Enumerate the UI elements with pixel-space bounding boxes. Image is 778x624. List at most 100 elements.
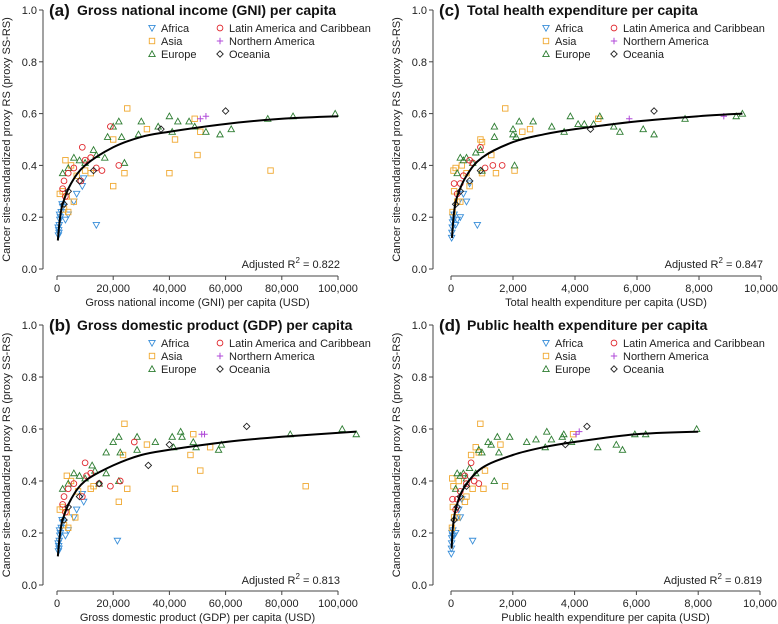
data-point xyxy=(458,162,466,169)
series-asia xyxy=(56,420,309,531)
fit-curve xyxy=(56,430,357,557)
data-point xyxy=(574,119,583,127)
x-axis-label: Gross national income (GNI) per capita (… xyxy=(85,297,309,309)
data-point xyxy=(81,167,89,174)
legend-symbol-asia xyxy=(148,352,156,360)
legend-symbol-northern-america xyxy=(216,352,224,360)
legend-label: Oceania xyxy=(229,364,271,376)
data-point xyxy=(457,198,464,205)
data-point xyxy=(60,200,68,209)
data-point xyxy=(449,208,456,216)
data-point xyxy=(124,105,131,112)
y-tick-label: 1.0 xyxy=(22,5,37,17)
data-point xyxy=(468,537,477,545)
legend-item: Asia xyxy=(148,36,183,48)
panel-letter: (a) xyxy=(49,1,70,20)
data-point xyxy=(463,480,470,487)
y-tick-label: 0.4 xyxy=(412,476,427,488)
data-point xyxy=(100,153,109,161)
data-point xyxy=(217,440,226,448)
series-northern-america xyxy=(197,112,210,122)
data-point xyxy=(63,472,71,479)
y-axis-label: Cancer site-standardized proxy RS (proxy… xyxy=(1,333,13,578)
data-point xyxy=(583,422,591,431)
data-point xyxy=(201,127,210,135)
legend-symbol-africa xyxy=(148,24,156,33)
data-point xyxy=(221,107,230,115)
data-point xyxy=(469,485,476,492)
data-point xyxy=(78,183,87,191)
legend-label: Europe xyxy=(161,49,196,61)
data-point xyxy=(451,529,460,538)
data-point xyxy=(465,177,474,185)
data-point xyxy=(462,482,471,491)
fit-curve xyxy=(56,115,339,241)
data-point xyxy=(124,485,131,492)
data-point xyxy=(449,495,456,503)
data-point xyxy=(456,492,465,501)
series-europe xyxy=(58,424,361,492)
data-point xyxy=(227,125,236,133)
series-oceania xyxy=(450,422,591,524)
r2-value: = 0.847 xyxy=(723,259,763,271)
data-point xyxy=(559,430,568,438)
legend-label: Europe xyxy=(161,364,196,376)
data-point xyxy=(166,169,173,177)
legend-item: Asia xyxy=(542,36,577,48)
y-tick-label: 0.2 xyxy=(22,528,37,540)
data-point xyxy=(494,448,503,456)
data-point xyxy=(510,161,519,169)
data-point xyxy=(450,180,458,187)
data-point xyxy=(58,201,67,209)
data-point xyxy=(529,117,538,125)
data-point xyxy=(473,221,482,230)
legend-item: Europe xyxy=(148,49,196,61)
legend-symbol-asia xyxy=(542,37,550,45)
legend-label: Asia xyxy=(161,351,183,363)
legend-label: Africa xyxy=(161,338,190,350)
data-point xyxy=(58,516,67,525)
data-point xyxy=(171,485,179,492)
data-point xyxy=(467,459,475,467)
data-point xyxy=(481,164,489,172)
legend-label: Latin America and Caribbean xyxy=(623,23,765,35)
data-point xyxy=(103,132,112,140)
y-tick-label: 0.2 xyxy=(412,528,427,540)
data-point xyxy=(58,169,67,177)
data-point xyxy=(197,467,204,474)
legend-label: Africa xyxy=(555,338,584,350)
x-tick-label: 8,000 xyxy=(684,598,712,610)
data-point xyxy=(64,169,72,177)
panel-title: Total health expenditure per capita xyxy=(467,2,698,18)
data-point xyxy=(114,117,123,125)
x-tick-label: 0 xyxy=(448,598,454,610)
data-point xyxy=(116,448,125,456)
data-point xyxy=(490,122,499,130)
panel-a: 0.0 0.2 0.4 0.6 0.8 1.0 0 20,000 40,000 60,000 80,… xyxy=(1,1,371,309)
data-point xyxy=(102,448,111,456)
data-point xyxy=(107,123,114,130)
legend-item: Latin America and Caribbean xyxy=(610,23,765,35)
data-point xyxy=(72,506,81,514)
x-tick-label: 8,000 xyxy=(685,283,713,295)
x-tick-label: 20,000 xyxy=(96,598,130,610)
data-point xyxy=(681,114,690,122)
x-tick-label: 100,000 xyxy=(318,598,358,610)
r2-label: Adjusted R xyxy=(664,575,718,587)
x-tick-label: 4,000 xyxy=(561,598,589,610)
legend-label: Northern America xyxy=(623,351,709,363)
data-point xyxy=(176,427,185,435)
legend-label: Africa xyxy=(161,23,190,35)
data-point xyxy=(64,485,72,493)
legend-item: Northern America xyxy=(610,351,709,363)
y-tick-label: 1.0 xyxy=(412,5,427,17)
y-tick-label: 0.0 xyxy=(22,264,37,276)
data-point xyxy=(547,122,556,130)
legend-item: Oceania xyxy=(610,364,665,376)
data-point xyxy=(490,476,499,485)
panel-d: 0.0 0.2 0.4 0.6 0.8 1.0 0 2,000 4,000 6,000 8,000 1… xyxy=(391,316,777,624)
legend-item: Africa xyxy=(148,23,190,35)
y-axis-label: Cancer site-standardized proxy RS (proxy… xyxy=(1,17,13,262)
data-point xyxy=(580,119,589,127)
data-point xyxy=(137,117,146,125)
